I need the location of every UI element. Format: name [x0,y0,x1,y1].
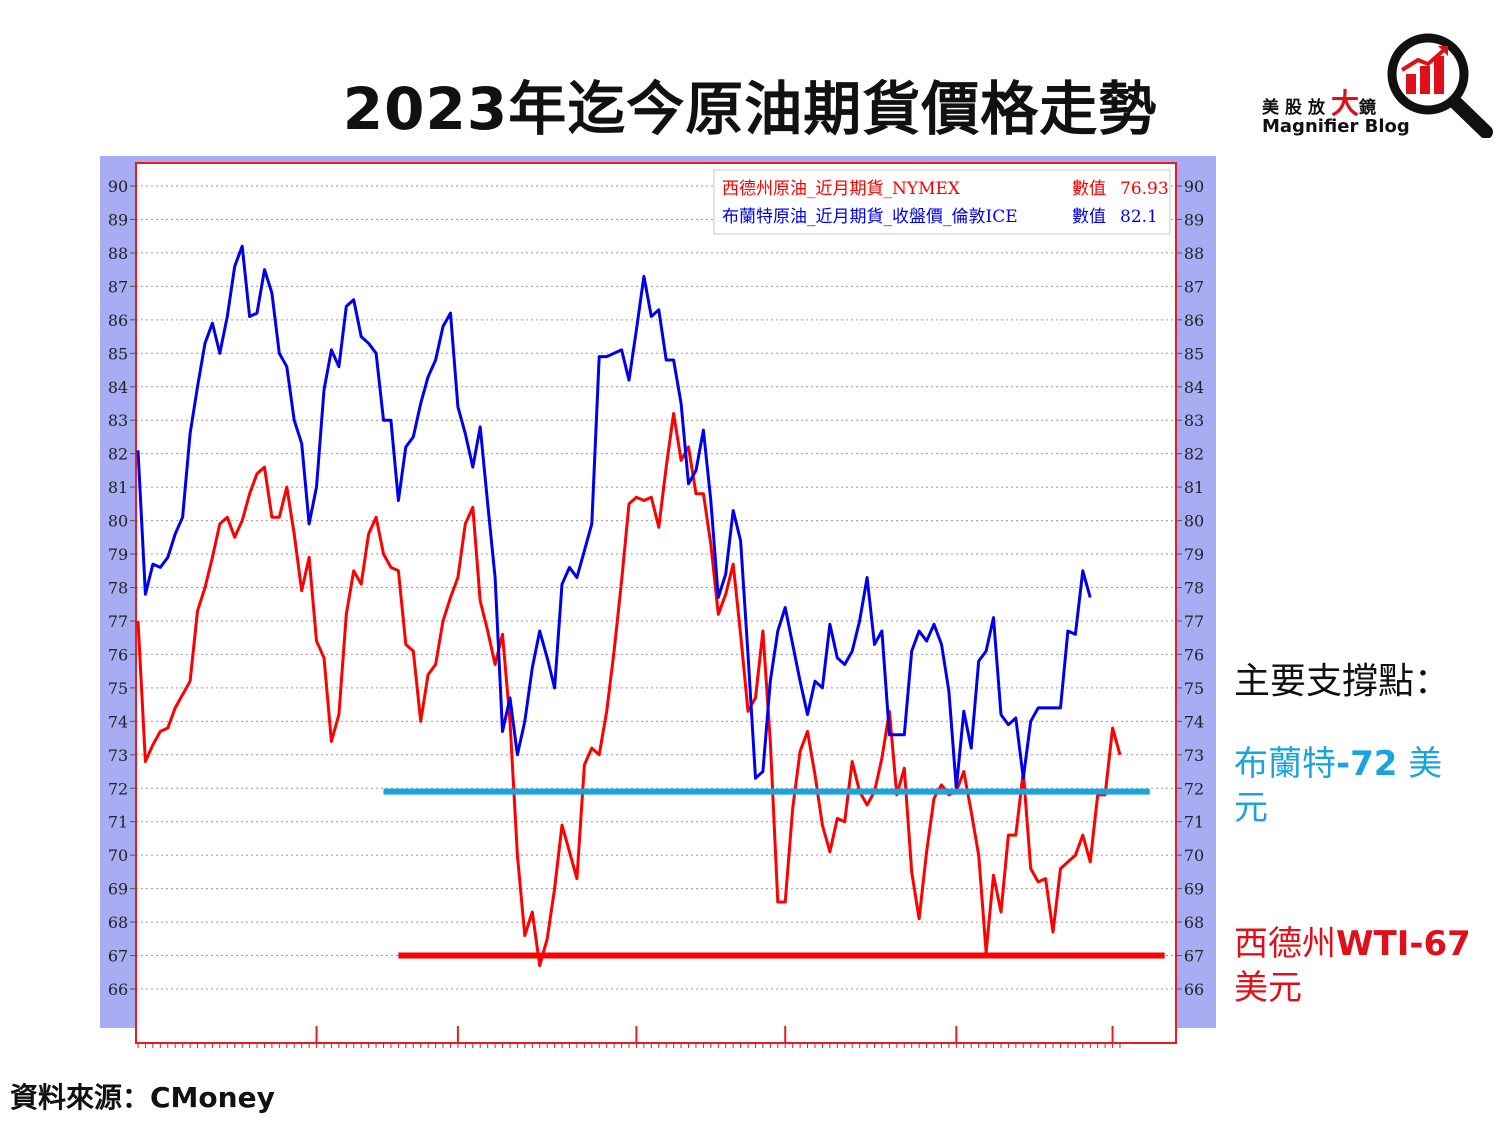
y-tick-label: 87 [108,277,128,296]
y-tick-label: 86 [1184,311,1204,330]
y-tick-label: 77 [108,612,128,631]
y-tick-label: 78 [108,579,128,598]
brent-line [136,244,1092,790]
y-tick-label: 76 [108,645,128,664]
legend-wti-value: 76.93 [1120,179,1169,199]
y-tick-label: 68 [1184,913,1204,932]
y-tick-label: 81 [108,478,128,497]
wti-support-label: 西德州WTI-67 美元 [1234,924,1471,1008]
y-tick-label: 69 [108,880,128,899]
y-tick-label: 83 [1184,411,1204,430]
y-tick-label: 80 [1184,512,1204,531]
y-tick-label: 73 [108,746,128,765]
y-tick-label: 88 [1184,244,1204,263]
y-tick-label: 71 [1184,813,1204,832]
support-lines [383,788,1165,959]
y-tick-label: 74 [1184,712,1204,731]
legend: 西德州原油_近月期貨_NYMEX 數值 76.93 布蘭特原油_近月期貨_收盤價… [713,169,1171,235]
magnifier-chart-icon [1387,33,1493,138]
oil-futures-line-chart: 66 67 68 69 70 71 72 73 74 75 76 77 78 79 80 81 82 83 84 85… [100,156,1216,1048]
legend-brent-value: 82.1 [1120,207,1158,227]
y-tick-label: 90 [108,177,128,196]
y-tick-label: 82 [1184,445,1204,464]
y-tick-label: 89 [108,210,128,229]
y-tick-label: 79 [1184,545,1204,564]
y-tick-label: 71 [108,813,128,832]
y-tick-label: 72 [108,779,128,798]
y-tick-label: 77 [1184,612,1204,631]
brand-logo: 美股放大鏡 Magnifier Blog [1258,30,1494,140]
y-tick-label: 78 [1184,579,1204,598]
support-heading: 主要支撐點： [1234,661,1451,702]
y-tick-label: 67 [1184,947,1204,966]
y-tick-label: 83 [108,411,128,430]
y-tick-label: 69 [1184,880,1204,899]
legend-wti-name: 西德州原油_近月期貨_NYMEX [722,179,961,199]
y-tick-label: 90 [1184,177,1204,196]
y-tick-label: 80 [108,512,128,531]
logo-chinese-name: 美股放大鏡 [1262,87,1383,120]
y-tick-label: 85 [1184,344,1204,363]
y-tick-label: 79 [108,545,128,564]
y-tick-label: 86 [108,311,128,330]
y-tick-label: 81 [1184,478,1204,497]
left-axis-panel [100,156,136,1048]
logo-english-name: Magnifier Blog [1262,116,1410,137]
y-tick-label: 68 [108,913,128,932]
y-tick-label: 89 [1184,210,1204,229]
y-tick-label: 70 [1184,846,1204,865]
y-axis-left: 66 67 68 69 70 71 72 73 74 75 76 77 78 79 80 81 82 83 84 85… [108,177,136,999]
y-tick-label: 66 [108,980,128,999]
y-tick-label: 70 [108,846,128,865]
page-title: 2023年迄今原油期貨價格走勢 [342,75,1158,143]
y-tick-label: 76 [1184,645,1204,664]
source-note: 資料來源：CMoney [10,1081,275,1114]
top-axis-panel [100,156,1216,163]
y-tick-label: 73 [1184,746,1204,765]
right-axis-panel [1176,156,1216,1048]
legend-wti-value-label: 數值 [1072,179,1106,199]
y-tick-label: 66 [1184,980,1204,999]
y-tick-label: 67 [108,947,128,966]
legend-brent-name: 布蘭特原油_近月期貨_收盤價_倫敦ICE [722,207,1018,227]
plot-frame [135,162,1177,1044]
y-tick-label: 72 [1184,779,1204,798]
y-tick-label: 84 [108,378,128,397]
y-tick-label: 74 [108,712,128,731]
brent-support-label: 布蘭特-72 美元 [1234,744,1443,828]
y-tick-label: 75 [108,679,128,698]
y-tick-label: 82 [108,445,128,464]
y-tick-label: 88 [108,244,128,263]
y-tick-label: 84 [1184,378,1204,397]
y-tick-label: 75 [1184,679,1204,698]
y-tick-label: 87 [1184,277,1204,296]
y-tick-label: 85 [108,344,128,363]
legend-brent-value-label: 數值 [1072,207,1106,227]
